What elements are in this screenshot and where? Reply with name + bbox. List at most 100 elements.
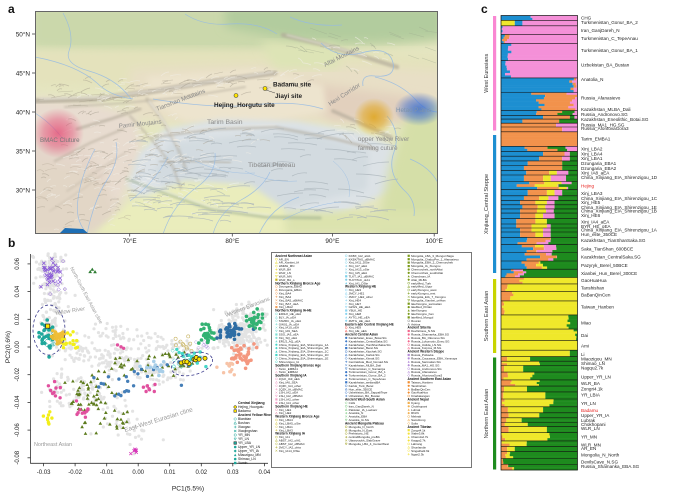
svg-text:Chemurchek_southAltai: Chemurchek_southAltai	[411, 271, 443, 275]
svg-text:Eastern adn Central Xinjiang H: Eastern adn Central Xinjiang HE	[345, 322, 394, 326]
svg-text:Yumin: Yumin	[238, 461, 248, 465]
svg-text:Turkmenistan_Gonur_BA_2: Turkmenistan_Gonur_BA_2	[581, 20, 638, 25]
svg-text:-0.04: -0.04	[15, 395, 21, 409]
svg-text:Boshan: Boshan	[238, 421, 250, 425]
svg-text:Miaozigou_MN: Miaozigou_MN	[581, 357, 612, 362]
svg-text:Iran_GanjDareh_N: Iran_GanjDareh_N	[349, 404, 374, 408]
svg-text:Dzungaria_EBA2: Dzungaria_EBA2	[581, 166, 617, 171]
svg-text:JQZK_IA4_other: JQZK_IA4_other	[279, 384, 301, 388]
svg-text:Xinj_IA10_oEA: Xinj_IA10_oEA	[279, 326, 299, 330]
svg-text:Xinj_IA9_SEA: Xinj_IA9_SEA	[279, 329, 298, 333]
svg-text:ZMTG_HE_oEA: ZMTG_HE_oEA	[349, 319, 371, 323]
svg-text:Shimao_LN: Shimao_LN	[581, 361, 605, 366]
svg-text:China_Xinjiang_EIA_Shirenzigou: China_Xinjiang_EIA_Shirenzigou_1C	[581, 196, 658, 201]
svg-text:Xinj_IA7_aEA: Xinj_IA7_aEA	[349, 264, 368, 268]
svg-text:30°N: 30°N	[16, 187, 31, 195]
svg-text:China_Xinjiang_EIA_Shirenzigou: China_Xinjiang_EIA_Shirenzigou_1B	[279, 346, 329, 350]
svg-text:Kazakhstan_Eneolithic_Botai.SG: Kazakhstan_Eneolithic_Botai.SG	[581, 117, 649, 122]
svg-text:-0.03: -0.03	[37, 470, 51, 476]
svg-text:80°E: 80°E	[225, 237, 239, 245]
svg-text:China_Xinjiang_EIA_Shirenzigou: China_Xinjiang_EIA_Shirenzigou_1B	[581, 208, 657, 213]
svg-text:Ngari2.3k: Ngari2.3k	[411, 452, 424, 456]
svg-text:Turkmenistan_Gonur_BA_2: Turkmenistan_Gonur_BA_2	[349, 374, 386, 378]
svg-text:Chandman_IA: Chandman_IA	[411, 274, 430, 278]
svg-text:Russia_Sarmatian.SG: Russia_Sarmatian.SG	[411, 360, 441, 364]
svg-text:Northern East Asian: Northern East Asian	[484, 389, 490, 439]
svg-text:Xinj_IA14_DSte: Xinj_IA14_DSte	[279, 449, 301, 453]
svg-text:West Eurasians: West Eurasians	[484, 53, 490, 92]
svg-text:HMMH_MN: HMMH_MN	[279, 264, 295, 268]
svg-text:JMCY_IA2_oIrta: JMCY_IA2_oIrta	[279, 445, 301, 449]
svg-text:Mongolia_N_North: Mongolia_N_North	[349, 425, 374, 429]
svg-text:upper Yellow River: upper Yellow River	[358, 136, 409, 143]
svg-text:-0.08: -0.08	[15, 450, 21, 464]
svg-text:CHG: CHG	[581, 16, 592, 21]
svg-text:Upper_YR_LN: Upper_YR_LN	[238, 445, 261, 449]
svg-text:YR_MN: YR_MN	[581, 435, 597, 440]
svg-text:Northern Xinjiang IA-HE: Northern Xinjiang IA-HE	[275, 309, 311, 313]
svg-text:Hejing_Huorgutu: Hejing_Huorgutu	[238, 405, 264, 409]
svg-text:Russia_Poltavka: Russia_Poltavka	[411, 353, 434, 357]
svg-text:Turkmenistan_Gonur_BA_1: Turkmenistan_Gonur_BA_1	[349, 370, 386, 374]
svg-text:Mongolia_N_North: Mongolia_N_North	[581, 453, 620, 458]
svg-text:Xinj_LBA2: Xinj_LBA2	[581, 147, 603, 152]
svg-text:Xinj_IA4_aEA: Xinj_IA4_aEA	[581, 220, 610, 225]
svg-text:Southern East Asian: Southern East Asian	[484, 291, 490, 342]
svg-text:Ancient Central Asian: Ancient Central Asian	[345, 333, 378, 337]
svg-text:CentralAsia_Med_Nomad.SG: CentralAsia_Med_Nomad.SG	[349, 360, 389, 364]
svg-text:Hejing: Hejing	[581, 183, 594, 188]
svg-text:WLR_LN: WLR_LN	[581, 426, 600, 431]
svg-text:0.02: 0.02	[15, 313, 21, 325]
svg-text:Mongolia_LBA_4_CenterWest: Mongolia_LBA_4_CenterWest	[349, 442, 389, 446]
svg-text:BaBanQinCen: BaBanQinCen	[411, 387, 431, 391]
svg-text:Xinj_LBA4: Xinj_LBA4	[581, 152, 603, 157]
svg-text:Badamu: Badamu	[581, 408, 599, 413]
svg-text:Hun_elite_350CE: Hun_elite_350CE	[349, 387, 373, 391]
svg-text:GW01_IA_oEA: GW01_IA_oEA	[279, 322, 299, 326]
svg-text:BaBanQinCen: BaBanQinCen	[581, 293, 611, 298]
svg-text:China_Xinjiang_EIA_Shirenzigou: China_Xinjiang_EIA_Shirenzigou_1C	[279, 350, 330, 354]
svg-text:Ancient Tibetan: Ancient Tibetan	[408, 425, 432, 429]
svg-text:Kazakhstan_Kipchak.SG: Kazakhstan_Kipchak.SG	[349, 350, 383, 354]
svg-text:Uzbekistan_BA_Bustan: Uzbekistan_BA_Bustan	[349, 394, 381, 398]
svg-text:40°N: 40°N	[16, 109, 31, 117]
svg-text:WLR_BA: WLR_BA	[581, 381, 601, 386]
svg-text:Pakistan_IA_Loebanr: Pakistan_IA_Loebanr	[349, 408, 378, 412]
svg-text:Western Xinjiang Bronze Age: Western Xinjiang Bronze Age	[275, 415, 320, 419]
svg-text:Russia_Shamanka_EBA.SG: Russia_Shamanka_EBA.SG	[581, 464, 640, 469]
svg-text:Xinj_HE3: Xinj_HE3	[349, 288, 362, 292]
svg-text:Russia_Afanasievo: Russia_Afanasievo	[411, 370, 437, 374]
svg-text:Kazakhstan_CentralSaka.SG: Kazakhstan_CentralSaka.SG	[349, 339, 389, 343]
svg-text:Xinj_IA8_aEA: Xinj_IA8_aEA	[581, 170, 610, 175]
svg-text:Western Xinjiang IA: Western Xinjiang IA	[275, 432, 306, 436]
svg-text:Xinj_HE5: Xinj_HE5	[581, 200, 601, 205]
svg-text:-0.02: -0.02	[68, 470, 82, 476]
svg-text:AYTG_HE_oEA: AYTG_HE_oEA	[349, 316, 370, 320]
svg-text:Mongolia_LBA_3_MongunTaiga: Mongolia_LBA_3_MongunTaiga	[411, 254, 454, 258]
svg-text:Southern Xinjiang IA: Southern Xinjiang IA	[275, 374, 307, 378]
svg-text:Altai_MLBA: Altai_MLBA	[411, 278, 427, 282]
svg-text:Russia_BA_Okunevo.SG: Russia_BA_Okunevo.SG	[411, 336, 445, 340]
svg-text:Xinj_IA11_DSte: Xinj_IA11_DSte	[349, 261, 370, 265]
svg-text:Xinj_BA4: Xinj_BA4	[279, 292, 292, 296]
svg-text:Tarim_EMBA1: Tarim_EMBA1	[581, 137, 611, 142]
svg-text:Ancient Siberia: Ancient Siberia	[408, 326, 431, 330]
svg-text:YBLK_HE: YBLK_HE	[349, 309, 363, 313]
svg-text:70°E: 70°E	[123, 237, 137, 245]
svg-text:WLR_LN: WLR_LN	[279, 271, 291, 275]
svg-text:Ulaanzuukh_SlabGrave: Ulaanzuukh_SlabGrave	[349, 439, 381, 443]
svg-text:WLR_BA: WLR_BA	[279, 268, 291, 272]
svg-text:DevilsCave_N.SG: DevilsCave_N.SG	[411, 329, 436, 333]
svg-text:Xiaojingshan: Xiaojingshan	[238, 429, 258, 433]
svg-text:Zongri4.1k: Zongri4.1k	[411, 428, 426, 432]
svg-text:Anatolia_N: Anatolia_N	[349, 411, 364, 415]
svg-text:Badamu: Badamu	[238, 409, 251, 413]
svg-text:farming cuture: farming cuture	[358, 145, 398, 152]
svg-text:Miao: Miao	[581, 321, 591, 326]
svg-text:0.00: 0.00	[15, 341, 21, 353]
svg-text:Xinj_LBA3: Xinj_LBA3	[279, 428, 293, 432]
svg-text:Kaqqa2.7k: Kaqqa2.7k	[411, 439, 426, 443]
svg-text:Anatolia_N: Anatolia_N	[581, 77, 603, 82]
svg-text:GZGS_HE_aEA: GZGS_HE_aEA	[349, 305, 371, 309]
svg-text:Upper_YR_IA: Upper_YR_IA	[238, 449, 260, 453]
